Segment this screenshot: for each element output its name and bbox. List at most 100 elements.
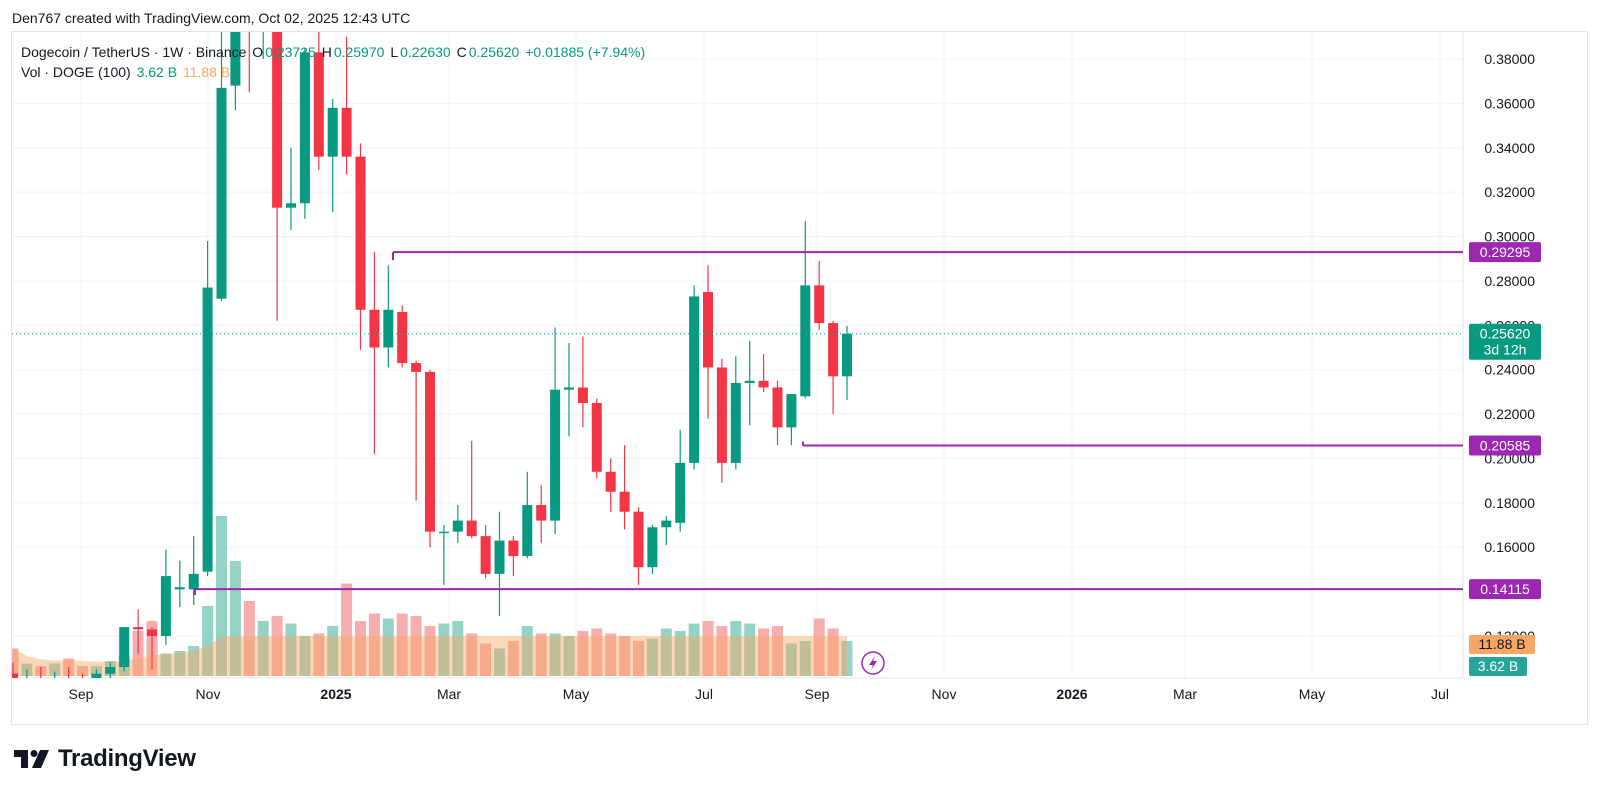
price-tick-label: 0.24000 (1484, 362, 1535, 378)
horizontal-levels[interactable] (12, 251, 1463, 596)
volume-value: 3.62 B (136, 64, 178, 80)
price-candles (12, 32, 852, 684)
volume-bar (674, 631, 686, 676)
change-value: +0.01885 (+7.94%) (525, 44, 646, 60)
candle-body (842, 333, 852, 377)
price-axis[interactable]: 0.120000.160000.180000.200000.220000.240… (1484, 51, 1535, 644)
candle-body (438, 531, 449, 534)
time-tick-label: Sep (69, 686, 94, 702)
volume-bar (633, 641, 644, 676)
last-price-badge (1469, 323, 1541, 360)
tradingview-logo-icon (14, 750, 49, 768)
chart-frame (11, 31, 1588, 725)
volume-bar (382, 618, 394, 676)
countdown-label: 3d 12h (1484, 342, 1527, 358)
candle-body (327, 107, 338, 157)
open-value: 0.23735 (265, 44, 316, 60)
candle-body (50, 678, 60, 684)
volume-ma-badge-label: 11.88 B (1478, 636, 1525, 652)
volume-label[interactable]: Vol · DOGE (100) (21, 64, 131, 80)
candle-body (188, 573, 199, 590)
candle-body (452, 520, 463, 532)
candle-body (772, 387, 783, 428)
price-tick-label: 0.34000 (1484, 140, 1535, 156)
volume-ma-area (13, 636, 847, 676)
close-value: 0.25620 (468, 44, 520, 60)
volume-bar (619, 636, 631, 676)
candle-body (425, 371, 435, 532)
low-label: L (390, 44, 399, 60)
time-tick-label: Mar (437, 686, 461, 702)
volume-bar (758, 628, 770, 676)
candle-body (480, 536, 491, 574)
candle-body (286, 203, 296, 208)
candle-body (633, 511, 644, 568)
volume-bar (202, 606, 214, 676)
volume-bar (494, 648, 505, 676)
time-tick-label: Nov (932, 686, 957, 702)
level-badge (1469, 579, 1541, 600)
candle-body (355, 156, 366, 310)
volume-bar (299, 636, 311, 676)
volume-bar (257, 621, 269, 676)
time-tick-label: Jul (695, 686, 713, 702)
volume-bar (341, 583, 353, 676)
candle-body (78, 681, 88, 683)
volume-bar (368, 613, 380, 676)
price-tick-label: 0.36000 (1484, 95, 1535, 111)
volume-bar (507, 641, 519, 676)
volume-bar (646, 638, 658, 676)
volume-badge-label: 3.62 B (1478, 658, 1518, 674)
volume-ma-value: 11.88 B (182, 64, 231, 80)
high-value: 0.25970 (333, 44, 385, 60)
volume-bar (605, 633, 617, 676)
candle-body (119, 627, 130, 668)
volume-bar (744, 623, 756, 676)
candle-body (105, 667, 116, 674)
volume-bar (216, 516, 227, 676)
time-tick-label: Nov (196, 686, 221, 702)
level-badge-label: 0.29295 (1480, 244, 1531, 260)
volume-bar (660, 628, 672, 676)
price-tick-label: 0.32000 (1484, 184, 1535, 200)
candle-body (341, 107, 352, 157)
volume-bar (452, 621, 464, 676)
candle-body (744, 380, 755, 384)
candle-body (202, 287, 213, 572)
candle-body (299, 52, 310, 204)
time-axis[interactable]: Sep Nov 2025 Mar May Jul Sep Nov 2026 Mar May Jul (69, 686, 1449, 702)
close-label: C (456, 44, 467, 60)
level-badge (1469, 435, 1541, 456)
candle-body (619, 491, 630, 512)
candle-body (703, 292, 713, 368)
candle-body (313, 52, 324, 157)
candle-body (216, 87, 227, 299)
volume-bar (285, 623, 297, 676)
volume-bar (480, 643, 492, 676)
volume-badge (1469, 657, 1527, 676)
tradingview-logo-text: TradingView (58, 745, 196, 772)
volume-bar (174, 651, 186, 676)
tradingview-logo[interactable]: TradingView (14, 745, 196, 773)
level-badge (1469, 242, 1541, 263)
volume-ma-badge (1469, 635, 1535, 654)
candle-body (36, 680, 46, 684)
candle-body (369, 309, 380, 348)
volume-bar (688, 623, 700, 676)
volume-bar (49, 663, 61, 676)
candle-body (383, 309, 394, 348)
lightning-icon[interactable] (861, 651, 885, 675)
price-tick-label: 0.30000 (1484, 229, 1535, 245)
legend-price-row: Dogecoin / TetherUS · 1W · Binance O 0.23… (21, 42, 647, 62)
symbol-title[interactable]: Dogecoin / TetherUS · 1W · Binance (21, 44, 247, 60)
candle-body (675, 462, 686, 523)
chart-legend: Dogecoin / TetherUS · 1W · Binance O 0.23… (21, 42, 647, 82)
candle-body (522, 505, 533, 557)
candle-body (466, 520, 477, 537)
volume-bar (563, 636, 575, 676)
volume-bar (702, 621, 714, 676)
candle-body (272, 32, 283, 208)
volume-bar (716, 626, 728, 676)
